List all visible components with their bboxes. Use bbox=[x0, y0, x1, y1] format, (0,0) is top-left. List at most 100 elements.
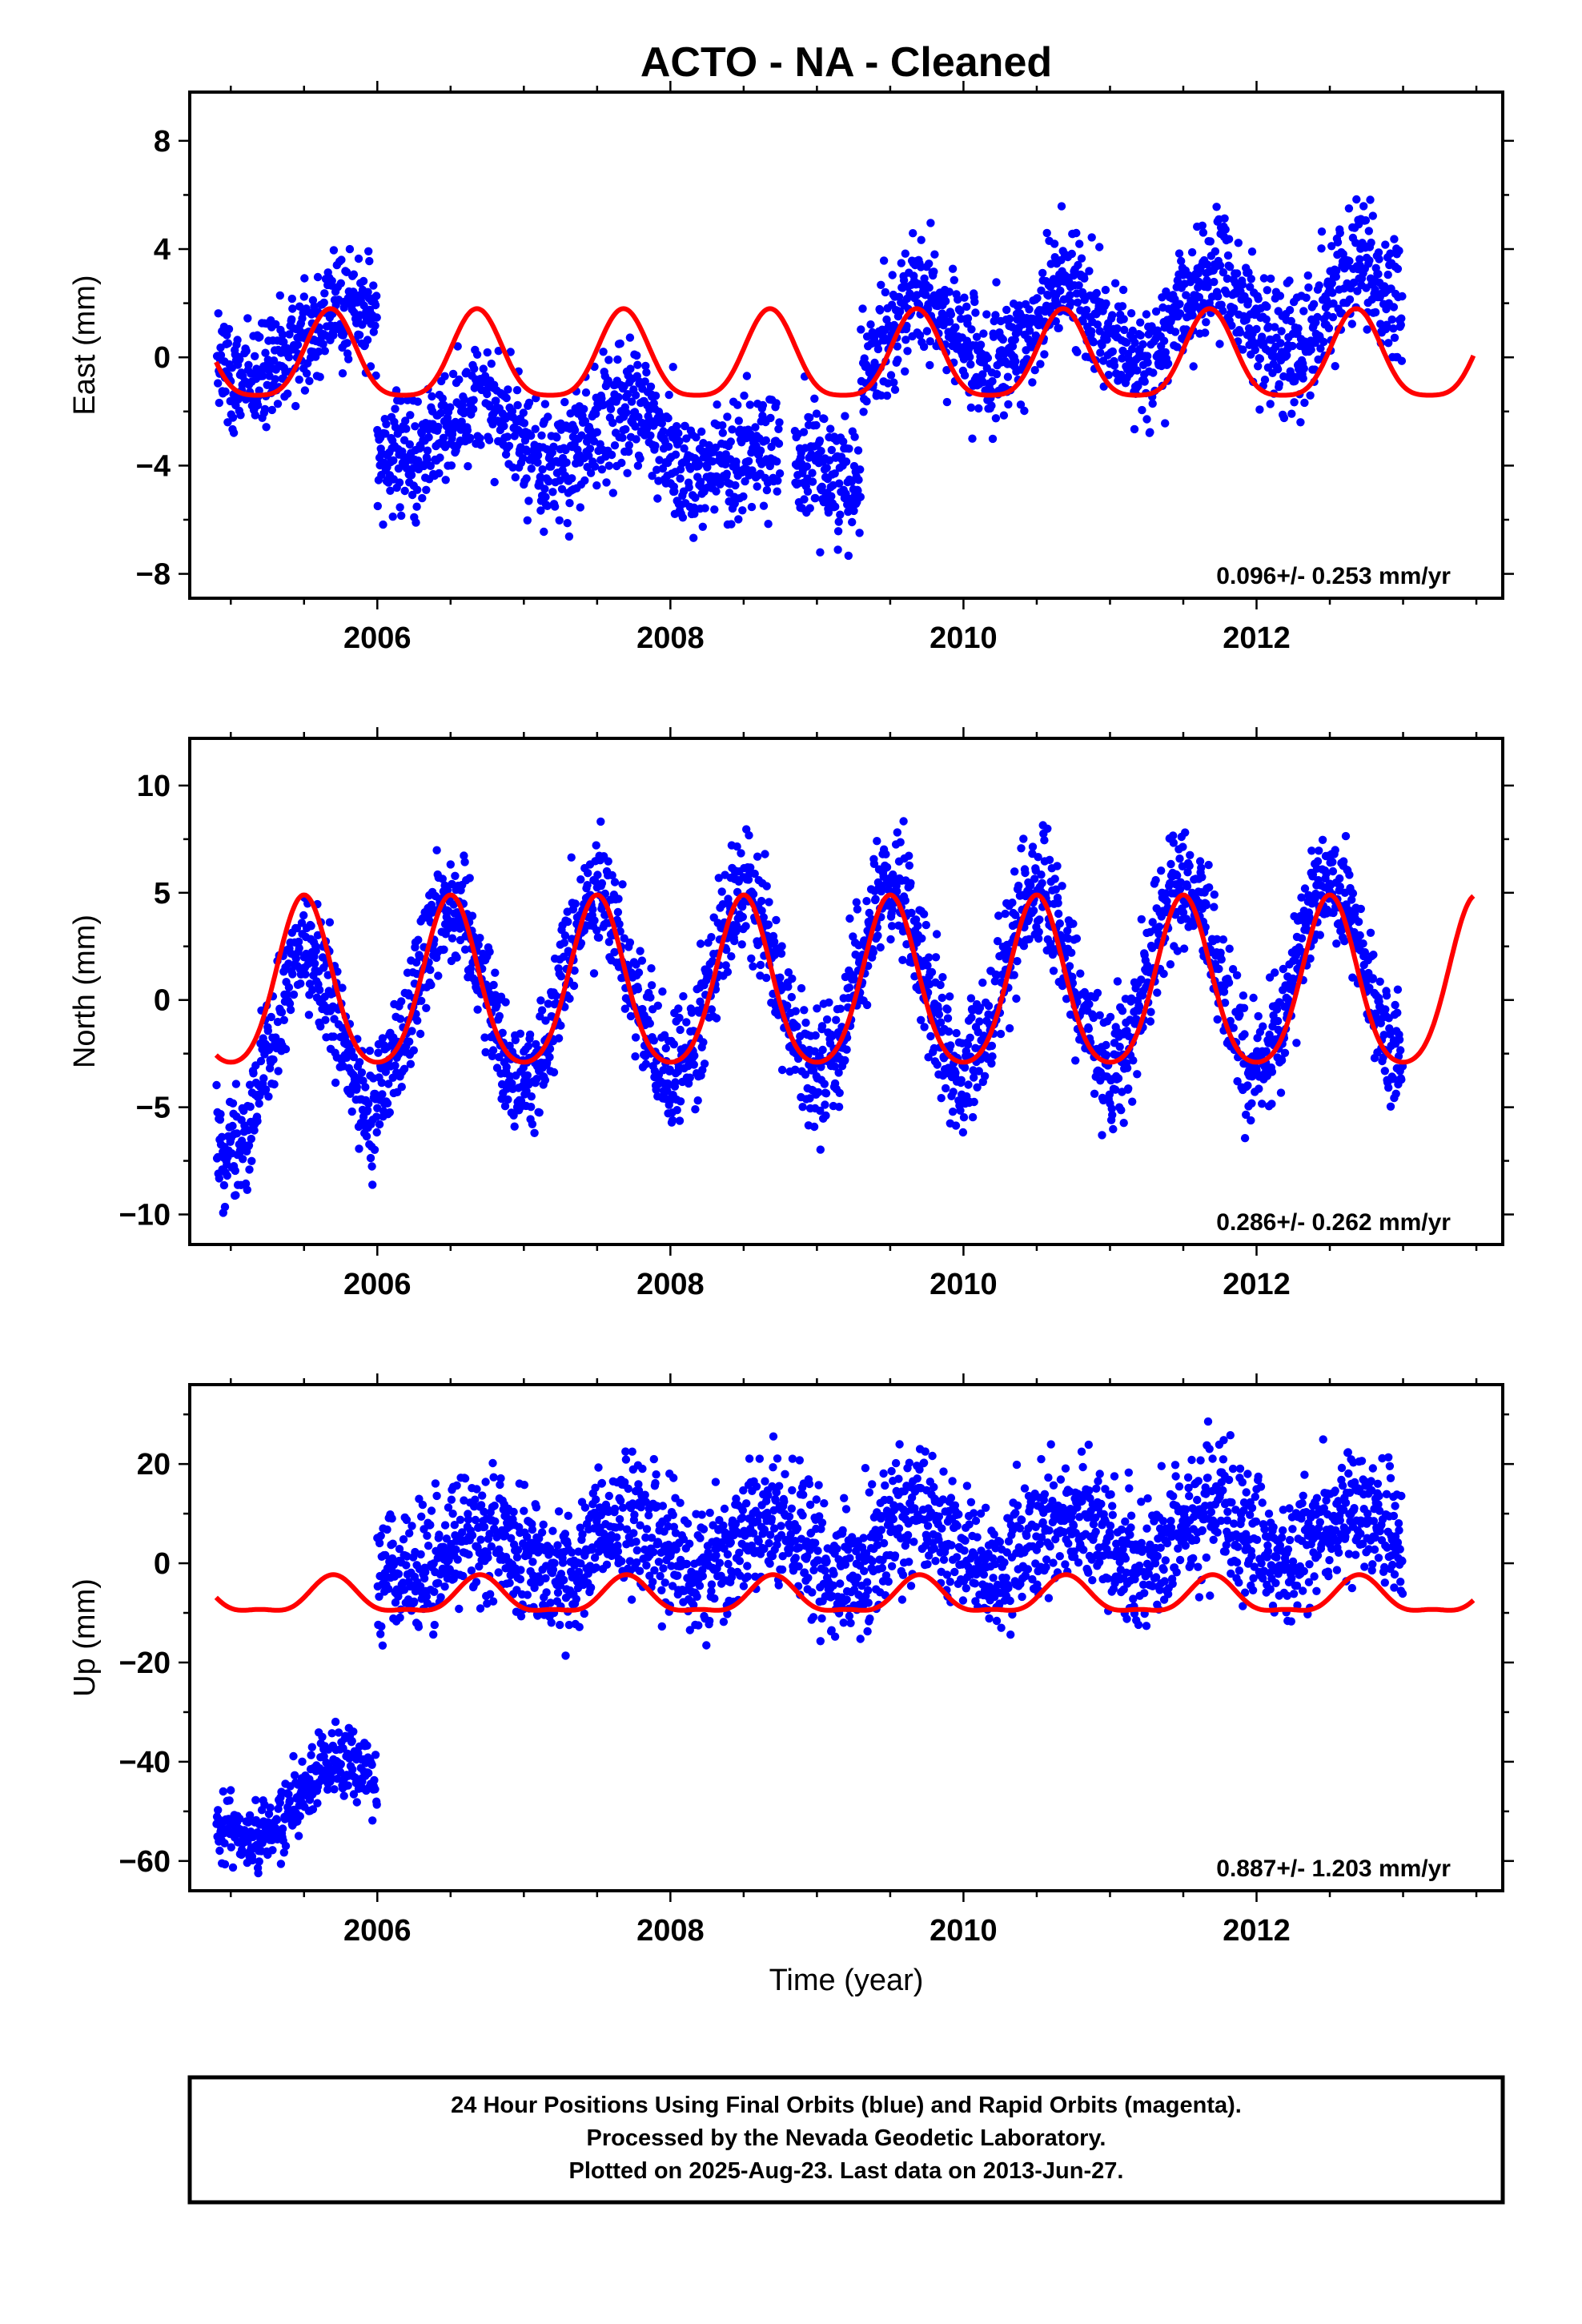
north-data-point bbox=[269, 1055, 278, 1064]
north-data-point bbox=[1178, 842, 1187, 851]
east-data-point bbox=[564, 532, 574, 541]
east-data-point bbox=[396, 396, 405, 405]
east-data-point bbox=[1223, 251, 1233, 260]
north-data-point bbox=[1348, 889, 1358, 898]
east-data-point bbox=[469, 396, 478, 404]
north-data-point bbox=[988, 1052, 997, 1061]
east-data-point bbox=[1098, 340, 1106, 350]
north-data-point bbox=[593, 870, 602, 879]
east-data-point bbox=[827, 445, 837, 455]
north-data-point bbox=[1280, 1048, 1290, 1058]
east-data-point bbox=[1262, 315, 1271, 324]
north-data-point bbox=[974, 1067, 984, 1076]
east-data-point bbox=[690, 509, 699, 518]
north-data-point bbox=[289, 990, 299, 999]
north-data-point bbox=[762, 882, 771, 891]
east-data-point bbox=[624, 440, 633, 450]
east-data-point bbox=[859, 408, 868, 416]
east-data-point bbox=[1138, 340, 1147, 349]
east-data-point bbox=[604, 356, 613, 364]
north-data-point bbox=[1065, 962, 1074, 971]
north-data-point bbox=[528, 1120, 537, 1129]
north-data-point bbox=[978, 978, 987, 987]
east-data-point bbox=[483, 348, 492, 357]
east-data-point bbox=[685, 483, 693, 492]
north-data-point bbox=[264, 1092, 273, 1101]
north-data-point bbox=[297, 919, 307, 927]
north-data-point bbox=[907, 908, 916, 918]
north-data-point bbox=[489, 980, 498, 990]
north-data-point bbox=[698, 1065, 707, 1075]
east-data-point bbox=[1313, 312, 1322, 322]
east-data-point bbox=[1302, 293, 1311, 302]
north-data-point bbox=[444, 907, 453, 916]
east-data-point bbox=[302, 369, 311, 378]
east-data-point bbox=[502, 393, 511, 403]
north-data-point bbox=[523, 1071, 532, 1080]
north-data-point bbox=[1076, 969, 1085, 978]
east-data-point bbox=[1067, 249, 1077, 259]
east-data-point bbox=[494, 347, 503, 356]
east-data-point bbox=[1113, 324, 1122, 333]
north-data-point bbox=[1297, 934, 1307, 943]
north-data-point bbox=[249, 1069, 258, 1078]
east-data-point bbox=[1118, 302, 1127, 311]
north-data-point bbox=[712, 1014, 721, 1023]
north-data-point bbox=[267, 1012, 275, 1022]
north-data-point bbox=[905, 851, 913, 860]
north-data-point bbox=[865, 908, 874, 918]
east-data-point bbox=[536, 472, 544, 481]
north-data-point bbox=[1040, 836, 1049, 845]
north-data-point bbox=[1291, 951, 1301, 960]
east-data-point bbox=[1096, 348, 1105, 357]
north-data-point bbox=[1071, 1056, 1080, 1065]
north-data-point bbox=[590, 916, 599, 925]
north-data-point bbox=[378, 1034, 387, 1043]
east-data-point bbox=[810, 394, 819, 403]
east-data-point bbox=[366, 362, 375, 371]
east-data-point bbox=[260, 404, 270, 414]
east-data-point bbox=[648, 472, 656, 480]
north-data-point bbox=[1178, 908, 1188, 917]
north-data-point bbox=[589, 969, 599, 978]
east-data-point bbox=[960, 293, 969, 302]
north-data-point bbox=[285, 999, 295, 1008]
north-data-point bbox=[873, 931, 882, 940]
north-data-point bbox=[1017, 844, 1026, 853]
north-data-point bbox=[460, 858, 469, 866]
east-data-point bbox=[1324, 324, 1334, 332]
east-data-point bbox=[1239, 345, 1247, 354]
north-data-point bbox=[370, 1145, 379, 1155]
east-data-point bbox=[1331, 272, 1341, 281]
north-data-point bbox=[931, 953, 941, 962]
north-data-point bbox=[261, 1085, 271, 1094]
north-data-point bbox=[231, 1080, 241, 1088]
north-data-point bbox=[641, 1059, 651, 1068]
north-data-point bbox=[1053, 862, 1062, 870]
east-data-point bbox=[524, 497, 533, 505]
north-data-point bbox=[727, 952, 736, 961]
north-data-point bbox=[485, 947, 494, 956]
north-data-point bbox=[1063, 927, 1072, 935]
north-data-point bbox=[1331, 846, 1339, 854]
east-data-point bbox=[252, 364, 261, 373]
east-data-point bbox=[436, 453, 444, 462]
east-data-point bbox=[626, 364, 635, 373]
north-data-point bbox=[788, 974, 797, 983]
east-data-point bbox=[562, 458, 571, 467]
east-data-point bbox=[1195, 292, 1204, 302]
north-data-point bbox=[502, 1063, 511, 1072]
east-data-point bbox=[899, 275, 909, 285]
east-data-point bbox=[888, 271, 897, 279]
east-data-point bbox=[967, 325, 976, 334]
north-data-point bbox=[1328, 858, 1337, 866]
north-data-point bbox=[1072, 934, 1082, 943]
north-data-point bbox=[1322, 869, 1331, 879]
east-data-point bbox=[447, 461, 456, 470]
north-data-point bbox=[970, 1097, 978, 1107]
north-data-point bbox=[270, 1080, 279, 1089]
east-data-point bbox=[833, 527, 843, 536]
east-data-point bbox=[1215, 261, 1225, 270]
east-data-point bbox=[263, 380, 271, 389]
east-data-point bbox=[1128, 326, 1138, 336]
